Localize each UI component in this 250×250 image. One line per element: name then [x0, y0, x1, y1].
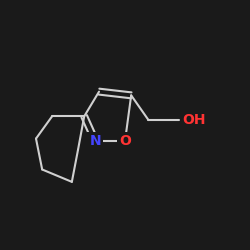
Text: N: N [90, 134, 101, 148]
Text: O: O [119, 134, 131, 148]
Text: OH: OH [182, 113, 205, 127]
